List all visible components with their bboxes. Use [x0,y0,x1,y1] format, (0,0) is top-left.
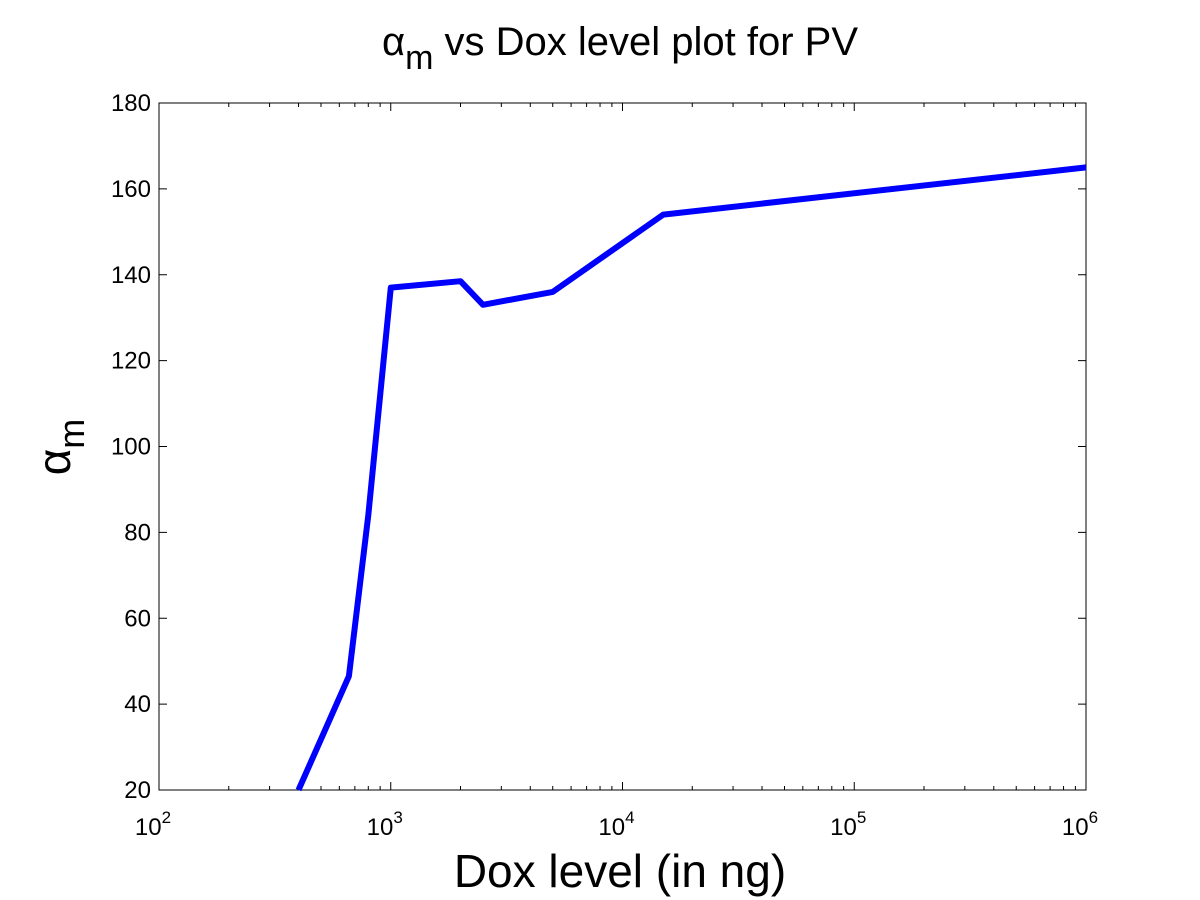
y-tick-label: 160 [111,176,151,203]
x-axis-label: Dox level (in ng) [454,845,786,897]
axis-tick-labels: 20 40 60 80 100 120 140 160 180 102 103 104 105 106 [111,90,1098,841]
chart-title-symbol: α [382,20,405,64]
plot-area-frame [158,102,1087,791]
chart-title-subscript: m [405,39,433,77]
y-tick-label: 140 [111,262,151,289]
axis-ticks [158,102,1087,791]
y-tick-label: 100 [111,434,151,461]
chart-title-rest: vs Dox level plot for PV [433,20,858,64]
x-tick-label: 102 [135,808,171,841]
y-tick-label: 60 [124,605,151,632]
y-axis-label-subscript: m [51,419,92,449]
y-tick-label: 120 [111,348,151,375]
x-tick-label: 103 [367,808,403,841]
chart-title: αm vs Dox level plot for PV [382,20,858,77]
x-tick-label: 104 [598,808,634,841]
y-tick-label: 40 [124,691,151,718]
y-axis-label-symbol: α [28,449,80,476]
x-tick-label: 105 [830,808,866,841]
y-axis-label: αm [28,419,92,476]
series-line [295,164,1087,792]
y-tick-label: 180 [111,90,151,117]
y-tick-label: 20 [124,777,151,804]
x-tick-label: 106 [1062,808,1098,841]
y-tick-label: 80 [124,519,151,546]
